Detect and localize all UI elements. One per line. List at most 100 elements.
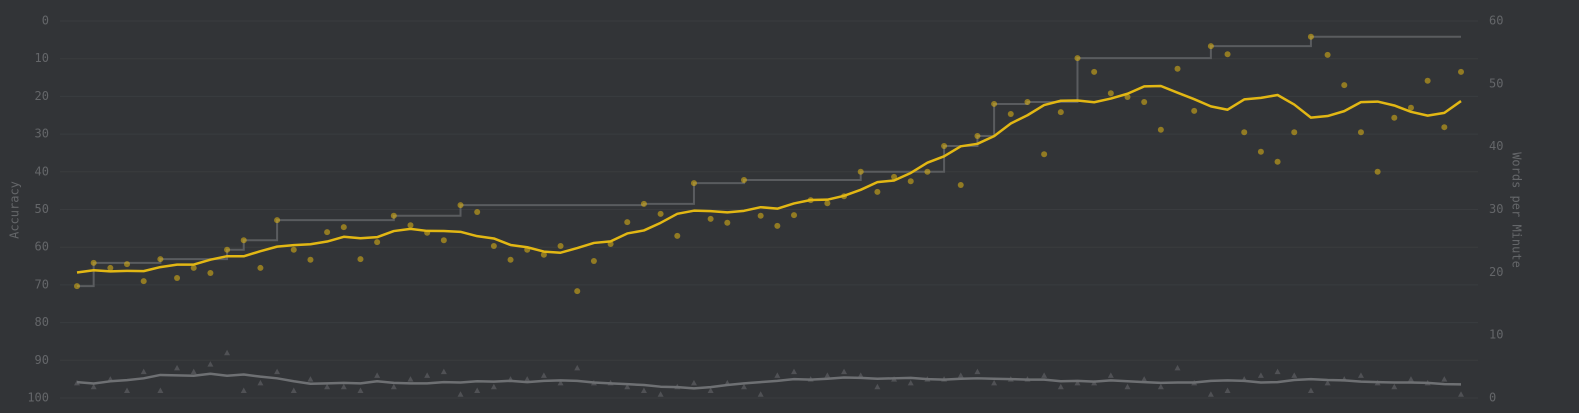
accuracy-point [274,368,281,375]
accuracy-point [907,379,914,386]
accuracy-point [874,383,881,390]
accuracy-point [124,387,131,393]
y-tick-label: 40 [35,164,49,178]
wpm-point [1257,148,1264,155]
wpm-point [274,217,281,224]
accuracy-point [1207,391,1214,397]
wpm-point [924,168,931,175]
accuracy-point [457,391,464,397]
accuracy-point [774,372,781,378]
y2-tick-label: 40 [1489,139,1503,153]
accuracy-point [757,391,764,397]
accuracy-point [1357,372,1364,378]
wpm-point [624,219,631,226]
accuracy-point [1224,387,1231,393]
y-tick-label: 30 [35,127,49,141]
y2-tick-label: 60 [1489,14,1503,28]
accuracy-point [640,387,647,393]
wpm-point [440,237,447,244]
wpm-point [157,256,164,263]
wpm-point [824,200,831,207]
accuracy-point [991,379,998,386]
wpm-point [1357,129,1364,136]
wpm-line [76,84,1462,274]
y-tick-label: 80 [35,315,49,329]
wpm-point [257,264,264,271]
wpm-point [1157,126,1164,133]
accuracy-point [424,372,431,378]
accuracy-point [557,379,564,386]
wpm-point [1207,43,1214,50]
wpm-point [174,274,181,281]
y-tick-label: 10 [35,51,49,65]
accuracy-point [1391,383,1398,390]
wpm-point [974,132,981,139]
accuracy-point [1307,387,1314,393]
accuracy-point [857,372,864,378]
accuracy-point [307,376,314,382]
y-tick-label: 50 [35,202,49,216]
wpm-point [1141,99,1148,106]
wpm-point [1057,109,1064,116]
wpm-point [991,100,998,107]
y-tick-label: 20 [35,89,49,103]
wpm-point [1191,107,1198,114]
wpm-point [1174,65,1181,72]
wpm-point [1124,94,1131,101]
accuracy-point [1074,379,1081,386]
y-tick-label: 100 [27,391,49,405]
accuracy-point [240,387,247,393]
wpm-point [557,242,564,249]
wpm-point [374,239,381,246]
accuracy-point [407,376,414,382]
wpm-point [1441,124,1448,131]
accuracy-point [1157,383,1164,390]
wpm-point [707,215,714,222]
accuracy-point [1291,372,1298,378]
wpm-point [540,251,547,258]
wpm-point [874,188,881,195]
wpm-point [457,202,464,209]
accuracy-point [707,387,714,393]
accuracy-point [524,376,531,382]
accuracy-point [257,379,264,386]
accuracy-point [791,368,798,375]
y-tick-label: 60 [35,240,49,254]
accuracy-point [1458,391,1464,397]
wpm-point [590,258,597,265]
wpm-point [240,237,247,244]
accuracy-point [140,368,147,375]
accuracy-point [690,379,697,386]
wpm-point [74,283,80,290]
wpm-point [1391,114,1398,121]
accuracy-point [390,383,397,390]
wpm-point [657,210,664,217]
wpm-point [791,212,798,219]
accuracy-point [374,372,381,378]
y2-tick-label: 10 [1489,328,1503,342]
wpm-point [407,222,414,229]
wpm-point [740,176,747,183]
wpm-point [1041,151,1048,158]
wpm-point [307,256,314,263]
wpm-point [140,278,147,285]
accuracy-point [974,368,981,375]
wpm-point [1024,99,1031,106]
accuracy-point [624,383,631,390]
wpm-point [640,200,647,207]
accuracy-point [1141,376,1148,382]
y-tick-label: 90 [35,353,49,367]
accuracy-point [90,383,97,390]
accuracy-point [841,368,848,375]
wpm-point [224,246,231,253]
wpm-point [290,246,297,253]
y2-axis-title: Words per Minute [1510,152,1524,268]
accuracy-point [1041,372,1048,378]
y2-tick-label: 30 [1489,202,1503,216]
accuracy-point [1124,383,1131,390]
y2-tick-label: 0 [1489,391,1496,405]
y2-tick-label: 20 [1489,265,1503,279]
wpm-point [1324,51,1331,58]
wpm-point [90,259,97,266]
wpm-point [1274,158,1281,165]
